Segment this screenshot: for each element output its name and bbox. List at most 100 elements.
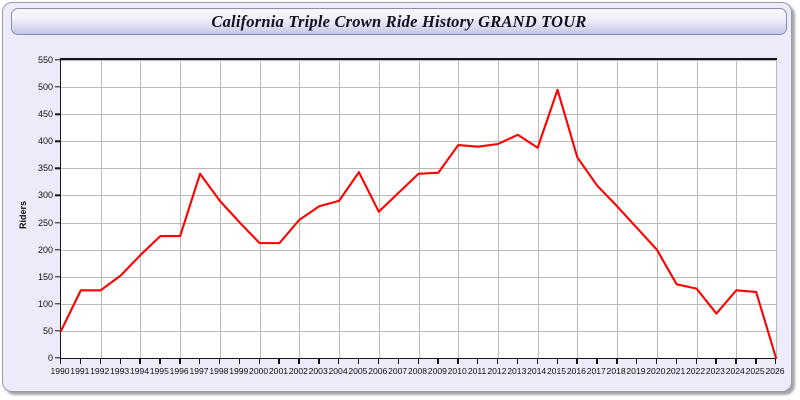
x-tick-mark bbox=[755, 359, 757, 364]
gridline-vertical bbox=[378, 60, 380, 358]
x-tick-label: 1991 bbox=[70, 366, 90, 376]
x-tick-mark bbox=[596, 359, 598, 364]
y-tick-mark bbox=[55, 113, 60, 115]
y-tick-mark bbox=[55, 140, 60, 142]
y-axis-label: Riders bbox=[18, 200, 29, 230]
x-tick-mark bbox=[536, 359, 539, 364]
plot-top-border bbox=[60, 58, 777, 60]
x-tick-label: 2006 bbox=[368, 366, 388, 376]
x-tick-mark bbox=[199, 359, 201, 364]
x-tick-mark bbox=[616, 359, 618, 364]
x-tick-label: 1990 bbox=[50, 366, 70, 376]
x-tick-label: 2025 bbox=[745, 366, 765, 376]
y-tick-label: 450 bbox=[37, 109, 53, 120]
gridline-vertical bbox=[140, 60, 142, 358]
x-tick-label: 1998 bbox=[209, 366, 229, 376]
gridline-vertical bbox=[100, 60, 102, 358]
x-tick-mark bbox=[735, 359, 737, 364]
y-tick-mark bbox=[55, 194, 60, 197]
x-tick-label: 2010 bbox=[447, 366, 467, 376]
x-tick-label: 1994 bbox=[129, 366, 149, 376]
x-tick-label: 2024 bbox=[725, 366, 745, 376]
x-tick-label: 2011 bbox=[467, 366, 487, 376]
x-tick-mark bbox=[298, 359, 300, 364]
gridline-vertical bbox=[259, 60, 261, 358]
x-tick-mark bbox=[437, 359, 439, 364]
gridline-vertical bbox=[299, 60, 301, 358]
y-tick-mark bbox=[55, 221, 60, 224]
x-tick-label: 2013 bbox=[507, 366, 527, 376]
y-tick-label: 350 bbox=[37, 163, 53, 174]
x-tick-label: 1997 bbox=[189, 366, 209, 376]
y-tick-mark bbox=[55, 167, 60, 170]
x-tick-mark bbox=[417, 359, 419, 364]
gridline-vertical bbox=[180, 60, 182, 358]
x-tick-label: 1995 bbox=[149, 366, 169, 376]
x-tick-mark bbox=[516, 359, 519, 364]
gridline-vertical bbox=[458, 60, 460, 358]
x-tick-mark bbox=[338, 359, 340, 364]
gridline-vertical bbox=[219, 60, 221, 358]
y-tick-mark bbox=[55, 330, 60, 332]
x-tick-mark bbox=[159, 359, 161, 364]
x-tick-label: 2020 bbox=[646, 366, 666, 376]
gridline-vertical bbox=[497, 60, 499, 358]
x-tick-label: 2005 bbox=[348, 366, 368, 376]
y-tick-mark bbox=[55, 248, 60, 251]
x-tick-label: 2021 bbox=[666, 366, 686, 376]
x-tick-mark bbox=[576, 359, 578, 364]
x-tick-label: 1996 bbox=[169, 366, 189, 376]
y-tick-label: 550 bbox=[37, 55, 53, 65]
chart-title-bar: California Triple Crown Ride History GRA… bbox=[11, 8, 787, 35]
y-tick-label: 200 bbox=[37, 244, 53, 255]
gridline-vertical bbox=[339, 60, 341, 358]
y-tick-mark bbox=[55, 59, 60, 61]
chart-panel: California Triple Crown Ride History GRA… bbox=[2, 2, 792, 392]
x-tick-mark bbox=[99, 359, 102, 364]
x-tick-mark bbox=[218, 359, 221, 364]
x-tick-mark bbox=[496, 359, 499, 364]
gridline-vertical bbox=[617, 60, 619, 358]
x-tick-mark bbox=[278, 359, 280, 364]
gridline-vertical bbox=[656, 60, 658, 358]
x-tick-label: 2015 bbox=[546, 366, 567, 376]
gridline-vertical bbox=[418, 60, 420, 358]
plot-area bbox=[59, 60, 778, 360]
x-tick-label: 2026 bbox=[765, 366, 785, 376]
y-tick-label: 100 bbox=[37, 298, 53, 309]
gridline-vertical bbox=[696, 60, 698, 358]
x-tick-mark bbox=[357, 359, 360, 364]
y-tick-mark bbox=[55, 357, 60, 359]
x-tick-label: 2002 bbox=[288, 366, 308, 376]
x-tick-label: 2008 bbox=[407, 366, 428, 376]
gridline-vertical bbox=[537, 60, 539, 358]
x-tick-mark bbox=[635, 359, 638, 364]
chart-area: Riders 0 50 100 150 200 250 300 350 400 450 500 550… bbox=[11, 39, 787, 391]
x-tick-label: 2019 bbox=[626, 366, 646, 376]
y-tick-label: 0 bbox=[47, 353, 53, 363]
x-tick-label: 2001 bbox=[268, 366, 289, 376]
x-tick-label: 2017 bbox=[586, 366, 606, 376]
x-tick-label: 2012 bbox=[487, 366, 507, 376]
x-tick-label: 2003 bbox=[308, 366, 328, 376]
series-line-riders bbox=[59, 88, 778, 360]
gridline-vertical bbox=[577, 60, 579, 358]
x-tick-mark bbox=[556, 359, 558, 364]
x-tick-label: 1993 bbox=[110, 366, 130, 376]
y-tick-label: 300 bbox=[37, 190, 53, 201]
line-series bbox=[59, 88, 778, 360]
x-tick-mark bbox=[477, 359, 479, 364]
y-tick-mark bbox=[55, 86, 60, 88]
x-tick-label: 1992 bbox=[90, 366, 110, 376]
y-tick-label: 50 bbox=[42, 325, 53, 336]
x-tick-label: 2016 bbox=[566, 366, 586, 376]
x-tick-mark bbox=[377, 359, 380, 364]
x-tick-mark bbox=[119, 359, 121, 364]
y-tick-mark bbox=[55, 276, 60, 278]
x-tick-mark bbox=[695, 359, 697, 364]
x-tick-mark bbox=[397, 359, 400, 364]
y-tick-label: 250 bbox=[37, 217, 53, 228]
x-tick-mark bbox=[258, 359, 260, 364]
x-tick-mark bbox=[79, 359, 82, 364]
